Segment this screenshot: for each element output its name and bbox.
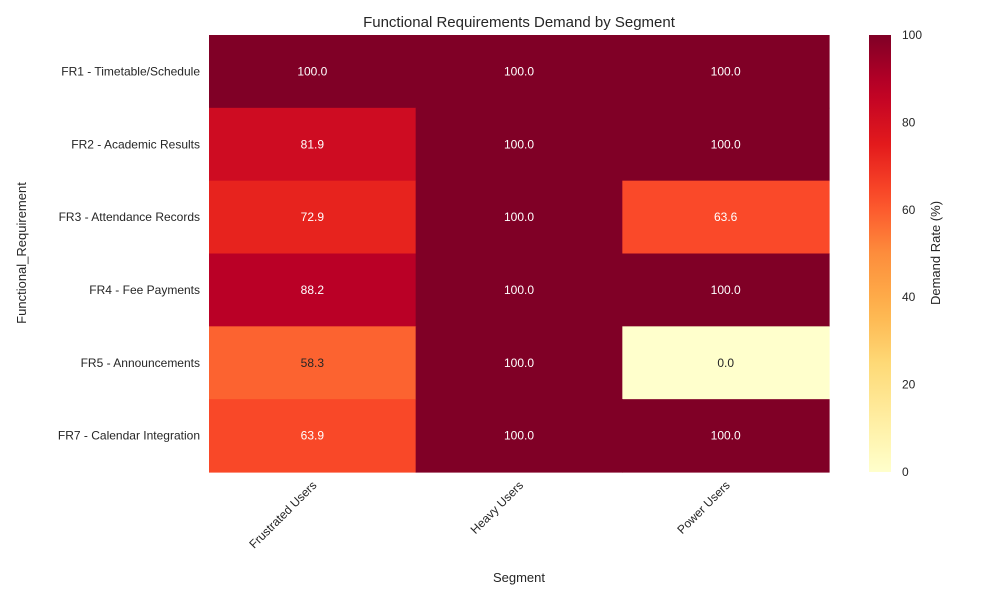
cell-value-label: 88.2 bbox=[301, 283, 325, 297]
heatmap-cell bbox=[209, 180, 417, 255]
heatmap-cell bbox=[415, 35, 623, 109]
heatmap-cell bbox=[209, 35, 417, 109]
heatmap-cell bbox=[415, 326, 623, 400]
colorbar-tick-label: 100 bbox=[902, 28, 922, 42]
heatmap-cell bbox=[209, 399, 417, 473]
cell-value-label: 100.0 bbox=[297, 64, 327, 78]
heatmap-cells bbox=[209, 35, 830, 473]
colorbar-gradient bbox=[869, 35, 891, 472]
heatmap-cell bbox=[622, 253, 830, 327]
x-axis-ticks: Frustrated Users Heavy Users Power Users bbox=[246, 478, 732, 551]
cell-value-label: 0.0 bbox=[717, 356, 734, 370]
colorbar-tick-label: 40 bbox=[902, 290, 916, 304]
cell-value-label: 100.0 bbox=[504, 429, 534, 443]
y-axis-ticks: FR1 - Timetable/Schedule FR2 - Academic R… bbox=[58, 64, 200, 442]
cell-value-label: 58.3 bbox=[301, 356, 325, 370]
heatmap-cell bbox=[209, 253, 417, 327]
y-axis-title: Functional_Requirement bbox=[14, 182, 29, 324]
x-tick-label: Heavy Users bbox=[468, 478, 526, 536]
y-tick-label: FR3 - Attendance Records bbox=[59, 210, 200, 224]
heatmap-cell bbox=[209, 107, 417, 182]
heatmap-cell-labels: 100.0 100.0 100.0 81.9 100.0 100.0 72.9 100.0 63… bbox=[297, 64, 741, 442]
cell-value-label: 63.9 bbox=[301, 429, 325, 443]
heatmap-cell bbox=[415, 253, 623, 327]
colorbar-tick-label: 60 bbox=[902, 203, 916, 217]
chart-title: Functional Requirements Demand by Segmen… bbox=[363, 14, 676, 31]
heatmap-cell bbox=[415, 180, 623, 255]
colorbar: 0 20 40 60 80 100 Demand Rate (%) bbox=[869, 28, 943, 479]
cell-value-label: 100.0 bbox=[711, 283, 741, 297]
cell-value-label: 100.0 bbox=[504, 210, 534, 224]
x-tick-label: Frustrated Users bbox=[246, 478, 319, 551]
cell-value-label: 100.0 bbox=[504, 137, 534, 151]
colorbar-tick-label: 0 bbox=[902, 465, 909, 479]
heatmap-cell bbox=[209, 326, 417, 400]
cell-value-label: 100.0 bbox=[504, 283, 534, 297]
y-tick-label: FR1 - Timetable/Schedule bbox=[61, 64, 200, 78]
cell-value-label: 100.0 bbox=[504, 64, 534, 78]
y-tick-label: FR4 - Fee Payments bbox=[89, 283, 200, 297]
cell-value-label: 81.9 bbox=[301, 137, 325, 151]
cell-value-label: 100.0 bbox=[504, 356, 534, 370]
cell-value-label: 72.9 bbox=[301, 210, 325, 224]
y-tick-label: FR7 - Calendar Integration bbox=[58, 429, 200, 443]
cell-value-label: 100.0 bbox=[711, 137, 741, 151]
heatmap-cell bbox=[415, 107, 623, 182]
colorbar-tick-label: 20 bbox=[902, 378, 916, 392]
x-axis-title: Segment bbox=[493, 570, 545, 585]
heatmap-cell bbox=[622, 326, 830, 400]
x-tick-label: Power Users bbox=[674, 478, 732, 536]
cell-value-label: 100.0 bbox=[711, 429, 741, 443]
heatmap-cell bbox=[415, 399, 623, 473]
colorbar-tick-label: 80 bbox=[902, 115, 916, 129]
heatmap-cell bbox=[622, 399, 830, 473]
y-tick-label: FR5 - Announcements bbox=[81, 356, 200, 370]
heatmap-cell bbox=[622, 180, 830, 255]
y-tick-label: FR2 - Academic Results bbox=[71, 137, 200, 151]
colorbar-ticks: 0 20 40 60 80 100 bbox=[902, 28, 922, 479]
heatmap-cell bbox=[622, 35, 830, 109]
heatmap-cell bbox=[622, 107, 830, 182]
cell-value-label: 63.6 bbox=[714, 210, 738, 224]
colorbar-label: Demand Rate (%) bbox=[928, 201, 943, 305]
cell-value-label: 100.0 bbox=[711, 64, 741, 78]
